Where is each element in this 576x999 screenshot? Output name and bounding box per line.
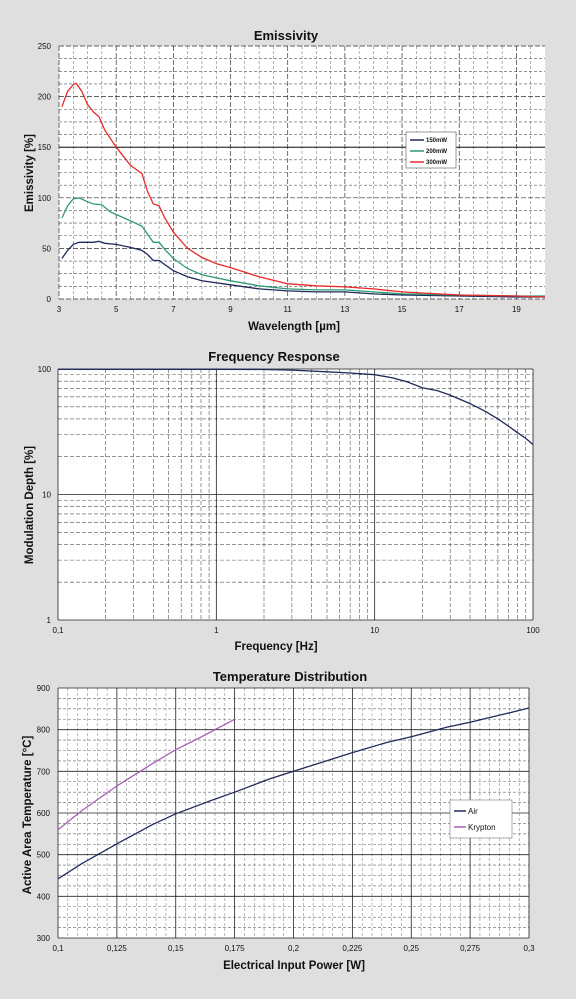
legend-label: 150mW (426, 138, 447, 144)
x-tick-label: 5 (114, 305, 119, 314)
y-axis-title: Emissivity [%] (24, 134, 36, 212)
y-tick-label: 600 (37, 809, 51, 818)
x-tick-label: 0,25 (403, 944, 419, 953)
y-tick-label: 1 (47, 616, 52, 625)
tick-labels: 300 400 500 600 700 800 900 0,1 0,125 0,15 0,175 0,… (37, 684, 535, 953)
series-line-0 (58, 368, 534, 446)
x-tick-label: 1 (214, 626, 219, 635)
legend-box (449, 799, 513, 839)
y-tick-label: 300 (37, 934, 51, 943)
y-axis-title: Modulation Depth [%] (24, 446, 36, 564)
grid (58, 45, 545, 300)
x-tick-label: 100 (526, 626, 540, 635)
series-line-200mW (61, 197, 545, 297)
y-tick-label: 250 (38, 42, 52, 51)
series-line-150mW (61, 240, 545, 298)
series-line-Air (57, 707, 530, 880)
legend-label: 300mW (426, 160, 447, 166)
x-tick-label: 17 (455, 305, 464, 314)
x-axis-title: Electrical Input Power [W] (223, 960, 365, 972)
x-tick-label: 0,1 (52, 626, 64, 635)
y-tick-label: 10 (42, 491, 51, 500)
legend-label: Krypton (468, 823, 496, 832)
y-tick-label: 150 (38, 143, 52, 152)
x-tick-label: 19 (512, 305, 521, 314)
x-tick-label: 13 (340, 305, 349, 314)
y-tick-label: 0 (47, 295, 52, 304)
x-tick-label: 3 (57, 305, 62, 314)
grid (57, 687, 530, 939)
y-tick-label: 50 (42, 244, 51, 253)
y-tick-label: 800 (37, 726, 51, 735)
x-tick-label: 10 (370, 626, 379, 635)
y-axis-title: Active Area Temperature [°C] (22, 736, 34, 895)
x-tick-label: 0,3 (523, 944, 535, 953)
x-tick-label: 0,125 (107, 944, 128, 953)
chart-title: Emissivity (254, 28, 319, 43)
y-tick-label: 400 (37, 892, 51, 901)
legend-label: Air (468, 807, 478, 816)
legend: 150mW 200mW 300mW (405, 131, 457, 169)
y-tick-label: 100 (38, 365, 52, 374)
y-tick-label: 900 (37, 684, 51, 693)
x-axis-title: Wavelength [µm] (248, 321, 340, 333)
series-line-Krypton (57, 718, 235, 831)
x-tick-label: 7 (171, 305, 176, 314)
x-tick-label: 0,225 (342, 944, 363, 953)
x-tick-label: 0,15 (168, 944, 184, 953)
x-tick-label: 0,175 (225, 944, 246, 953)
x-tick-label: 15 (398, 305, 407, 314)
series-line-300mW (61, 82, 546, 298)
tick-labels: 0 50 100 150 200 250 3 5 7 9 11 13 15 17 19 (38, 42, 522, 314)
x-axis-title: Frequency [Hz] (234, 641, 317, 653)
x-tick-label: 0,275 (460, 944, 481, 953)
x-tick-label: 11 (284, 305, 293, 314)
chart-title: Temperature Distribution (213, 669, 367, 684)
x-tick-label: 0,1 (52, 944, 64, 953)
chart-title: Frequency Response (208, 349, 340, 364)
legend-label: 200mW (426, 149, 447, 155)
legend: Air Krypton (449, 799, 513, 839)
y-tick-label: 200 (38, 93, 52, 102)
y-tick-label: 500 (37, 851, 51, 860)
emissivity-chart: Emissivity 0 50 100 150 200 250 3 5 7 9 11 13 15 17 19… (24, 28, 546, 333)
x-tick-label: 9 (228, 305, 233, 314)
series-lines (61, 82, 546, 298)
temperature-distribution-chart: Temperature Distribution 300 400 500 600 700… (22, 669, 535, 972)
series-lines (58, 368, 534, 446)
y-tick-label: 700 (37, 767, 51, 776)
x-tick-label: 0,2 (288, 944, 300, 953)
y-tick-label: 100 (38, 194, 52, 203)
series-lines (57, 707, 530, 880)
